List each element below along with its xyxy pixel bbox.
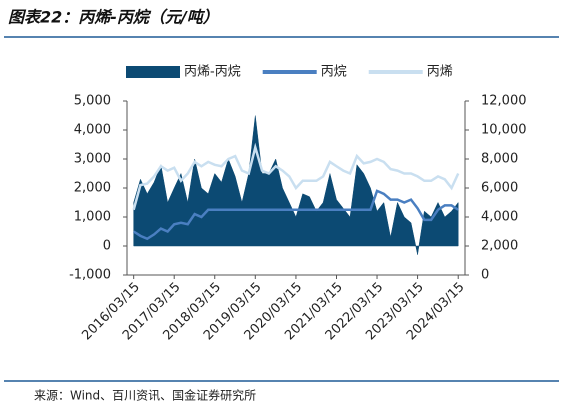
- y-tick-label: 0: [103, 239, 111, 254]
- y2-tick-label: 8,000: [481, 152, 518, 167]
- spread-area: [133, 115, 459, 255]
- y-tick-label: 5,000: [74, 94, 111, 109]
- y-tick-label: 1,000: [74, 210, 111, 225]
- series-line: [132, 142, 460, 211]
- legend-label: 丙烯-丙烷: [184, 65, 241, 80]
- legend-swatch: [126, 66, 180, 78]
- y-tick-label: 3,000: [74, 152, 111, 167]
- y2-tick-label: 4,000: [481, 210, 518, 225]
- y2-tick-label: 2,000: [481, 239, 518, 254]
- y2-tick-label: 12,000: [481, 94, 527, 109]
- y-tick-label: -1,000: [69, 268, 111, 283]
- y2-tick-label: 0: [481, 268, 489, 283]
- y2-tick-label: 10,000: [481, 123, 527, 138]
- y2-tick-label: 6,000: [481, 181, 518, 196]
- source: 来源：Wind、百川资讯、国金证券研究所: [34, 388, 256, 403]
- y-tick-label: 2,000: [74, 181, 111, 196]
- y-tick-label: 4,000: [74, 123, 111, 138]
- chart-title: 图表22：丙烯-丙烷（元/吨）: [8, 8, 219, 27]
- series-line: [132, 189, 459, 241]
- legend-label: 丙烷: [321, 65, 347, 80]
- legend-label: 丙烯: [427, 65, 453, 80]
